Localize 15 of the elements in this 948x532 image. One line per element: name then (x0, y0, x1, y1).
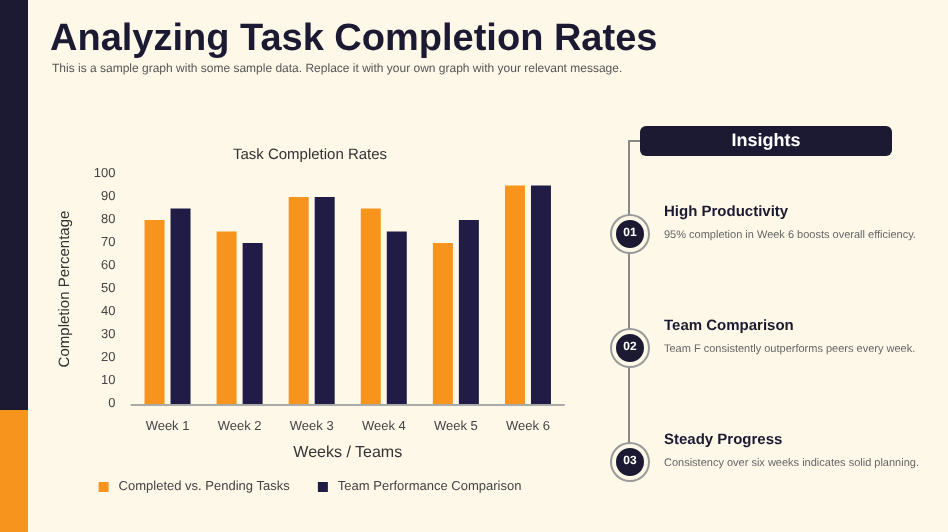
bar (360, 208, 381, 404)
bar (504, 185, 525, 404)
bar (288, 197, 309, 404)
bar (242, 243, 263, 404)
bar (216, 231, 237, 404)
bar (170, 208, 191, 404)
bar (144, 220, 165, 404)
bar (432, 243, 453, 404)
text: Insights (640, 126, 892, 156)
bar (314, 197, 335, 404)
x-axis-title: Weeks / Teams (293, 442, 403, 461)
bar (458, 220, 479, 404)
bar (386, 231, 407, 404)
text: Analyzing Task Completion Rates (50, 18, 658, 62)
bar (530, 185, 551, 404)
